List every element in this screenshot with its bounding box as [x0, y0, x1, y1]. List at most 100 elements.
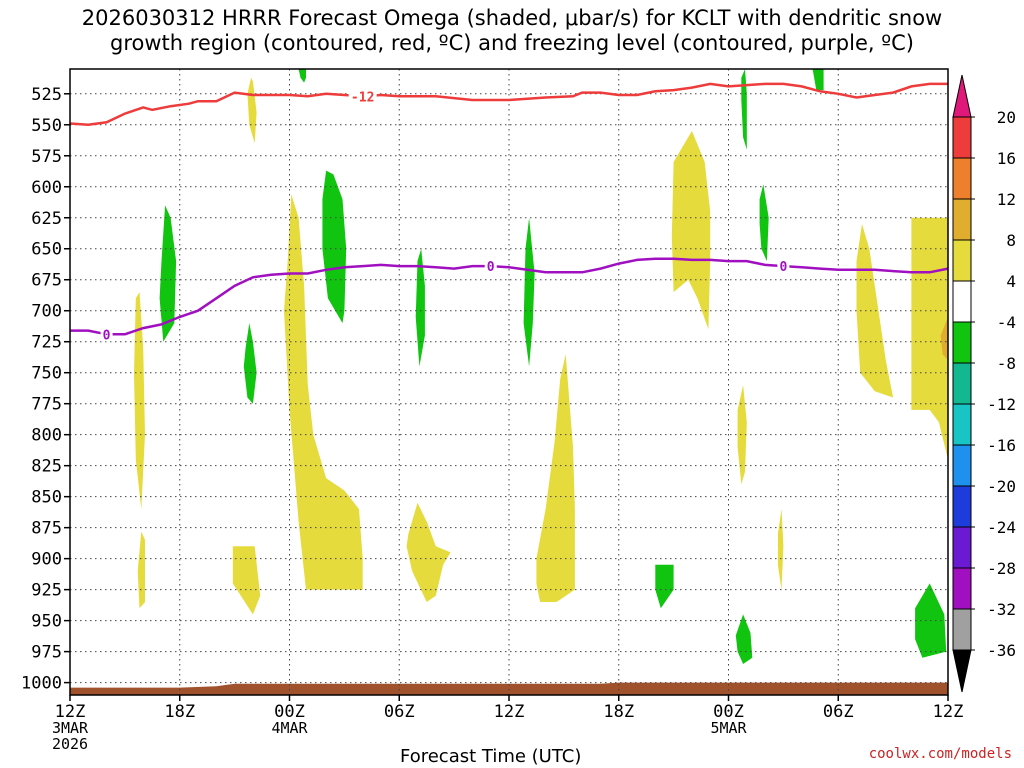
- omega-region-17: [737, 385, 747, 485]
- colorbar-segment-1: [952, 116, 972, 159]
- chart-title: 2026030312 HRRR Forecast Omega (shaded, …: [0, 6, 1024, 56]
- colorbar-segment-2: [952, 157, 972, 200]
- omega-region-13: [655, 564, 674, 609]
- axes: 525 550 575 600 625 650 675 700 725 750 775 800 825 8…: [21, 68, 964, 753]
- colorbar-segment-14: [952, 649, 972, 693]
- x-tick-label-0-1: 3MAR: [52, 719, 89, 737]
- plot-frame: [69, 68, 949, 696]
- contour-label-0-0: -12: [351, 90, 374, 105]
- omega-region-2: [159, 205, 177, 342]
- contour-line-1: [70, 257, 949, 336]
- omega-region-1: [137, 531, 145, 609]
- contour-label-bg-1-2: [777, 259, 790, 274]
- grid-lines: [70, 69, 948, 695]
- omega-region-8: [322, 170, 347, 324]
- x-tick-label-0-0: 12Z: [55, 702, 86, 722]
- omega-region-6: [298, 69, 306, 83]
- omega-region-11: [523, 217, 535, 367]
- y-tick-label-750: 750: [31, 364, 62, 384]
- x-tick-label-36-1: 5MAR: [710, 719, 747, 737]
- y-tick-label-575: 575: [31, 147, 62, 167]
- contour-label-bg-0-0: [348, 89, 377, 104]
- x-tick-label-48-0: 12Z: [933, 702, 964, 722]
- y-tick-label-1000: 1000: [21, 674, 62, 694]
- omega-region-5: [232, 546, 261, 615]
- y-tick-label-725: 725: [31, 333, 62, 353]
- y-tick-label-525: 525: [31, 85, 62, 105]
- colorbar-label-2: 12: [997, 190, 1016, 209]
- y-tick-label-550: 550: [31, 116, 62, 136]
- omega-region-12: [536, 354, 575, 602]
- omega-region-16: [759, 184, 769, 262]
- colorbar-segment-12: [952, 567, 972, 610]
- colorbar-segment-6: [952, 321, 972, 364]
- colorbar-segment-10: [952, 485, 972, 528]
- y-tick-label-650: 650: [31, 240, 62, 260]
- contour-lines: -12 0 0 0: [69, 82, 949, 343]
- y-tick-label-775: 775: [31, 395, 62, 415]
- colorbar-segment-5: [952, 280, 972, 323]
- omega-region-10: [415, 248, 425, 367]
- colorbar-segment-4: [952, 239, 972, 282]
- omega-region-21: [856, 224, 894, 398]
- colorbar-label-0: 20: [997, 108, 1016, 127]
- colorbar-segment-7: [952, 362, 972, 405]
- colorbar-label-4: 4: [1006, 272, 1016, 291]
- colorbar: 20 16 12 8 4 -4 -8 -12 -16 -20 -24 -28 -32 -36: [952, 74, 1016, 693]
- colorbar-segment-0: [952, 74, 972, 118]
- omega-region-15: [741, 69, 747, 150]
- y-tick-label-600: 600: [31, 178, 62, 198]
- x-tick-label-18-0: 06Z: [384, 702, 415, 722]
- omega-region-23: [940, 316, 948, 361]
- colorbar-label-7: -12: [987, 395, 1016, 414]
- omega-region-3: [247, 77, 257, 144]
- x-tick-label-30-0: 18Z: [603, 702, 634, 722]
- y-tick-label-900: 900: [31, 550, 62, 570]
- colorbar-label-8: -16: [987, 436, 1016, 455]
- omega-region-20: [812, 69, 824, 91]
- y-tick-label-675: 675: [31, 271, 62, 291]
- y-tick-label-850: 850: [31, 488, 62, 508]
- ground-layer: [70, 682, 948, 695]
- contour-label-1-2: 0: [779, 260, 787, 275]
- colorbar-segment-3: [952, 198, 972, 241]
- omega-region-0: [134, 292, 145, 510]
- y-tick-label-800: 800: [31, 426, 62, 446]
- colorbar-segment-11: [952, 526, 972, 569]
- colorbar-label-13: -36: [987, 641, 1016, 660]
- omega-shaded-regions: [134, 69, 948, 664]
- x-tick-label-12-0: 00Z: [274, 702, 305, 722]
- y-tick-label-625: 625: [31, 209, 62, 229]
- x-tick-label-6-0: 18Z: [164, 702, 195, 722]
- y-tick-label-875: 875: [31, 519, 62, 539]
- x-tick-label-12-1: 4MAR: [271, 719, 308, 737]
- chart-title-line1: 2026030312 HRRR Forecast Omega (shaded, …: [81, 6, 943, 30]
- attribution-link[interactable]: coolwx.com/models: [868, 746, 1012, 762]
- chart-title-line2: growth region (contoured, red, ºC) and f…: [110, 31, 914, 55]
- omega-region-19: [735, 614, 753, 664]
- x-axis-label: Forecast Time (UTC): [400, 746, 582, 767]
- colorbar-label-3: 8: [1006, 231, 1016, 250]
- colorbar-segment-8: [952, 403, 972, 446]
- colorbar-label-5: -4: [997, 313, 1016, 332]
- colorbar-label-1: 16: [997, 149, 1016, 168]
- y-tick-label-700: 700: [31, 302, 62, 322]
- ground-terrain: [70, 682, 948, 695]
- omega-region-9: [406, 502, 451, 602]
- contour-label-bg-1-0: [100, 327, 113, 342]
- omega-region-22: [911, 217, 948, 460]
- omega-region-7: [284, 194, 363, 590]
- contour-label-1-1: 0: [487, 260, 495, 275]
- x-tick-label-24-0: 12Z: [494, 702, 525, 722]
- y-tick-label-925: 925: [31, 581, 62, 601]
- colorbar-label-9: -20: [987, 477, 1016, 496]
- y-tick-label-825: 825: [31, 457, 62, 477]
- contour-label-1-0: 0: [103, 328, 111, 343]
- colorbar-label-11: -28: [987, 559, 1016, 578]
- y-tick-label-950: 950: [31, 612, 62, 632]
- omega-region-18: [777, 509, 784, 590]
- x-tick-label-42-0: 06Z: [823, 702, 854, 722]
- x-tick-label-0-2: 2026: [52, 735, 88, 753]
- colorbar-segment-13: [952, 608, 972, 651]
